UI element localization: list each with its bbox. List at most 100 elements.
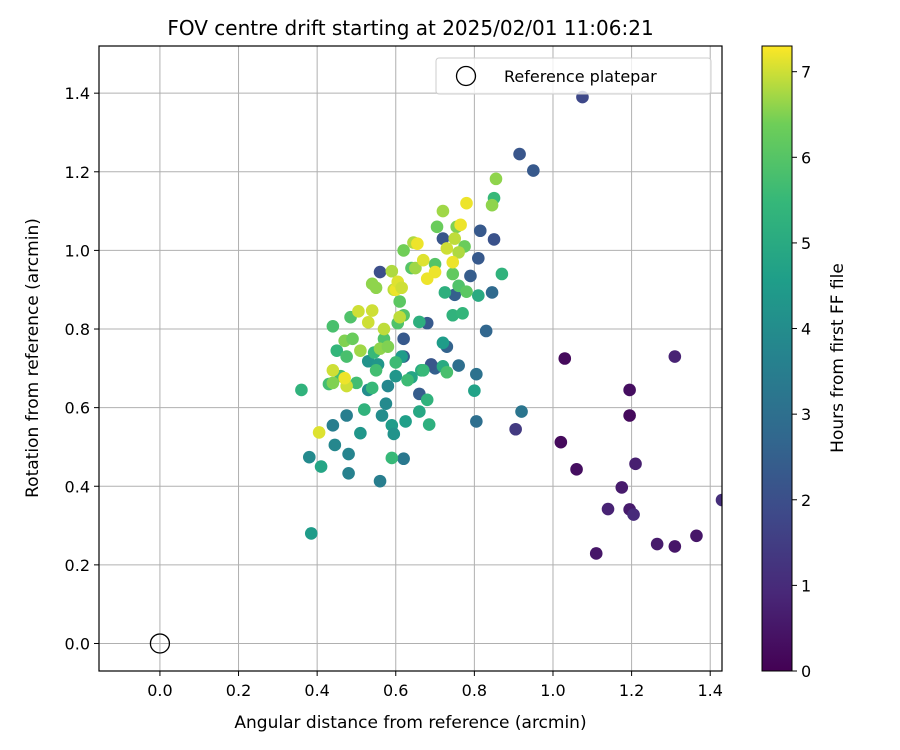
data-point (381, 340, 395, 354)
data-point (295, 383, 308, 397)
data-point (627, 508, 640, 521)
data-point (446, 308, 460, 322)
data-point (358, 403, 371, 416)
data-point (340, 409, 353, 422)
colorbar-label: Hours from first FF file (828, 263, 848, 453)
data-point (326, 363, 340, 377)
data-point (399, 415, 412, 428)
data-point (446, 255, 460, 269)
x-tick-label: 0.2 (226, 681, 251, 700)
scatter-points (295, 90, 722, 560)
legend-marker-icon (455, 65, 477, 87)
data-point (342, 447, 355, 461)
data-point (373, 265, 387, 279)
data-point (460, 196, 473, 210)
data-point (365, 304, 379, 317)
data-point (352, 305, 365, 318)
x-tick-label: 0.6 (383, 681, 408, 700)
data-point (513, 147, 526, 161)
data-point (387, 427, 401, 441)
data-point (473, 224, 487, 238)
data-point (413, 405, 426, 418)
data-point (354, 426, 367, 440)
plot-frame (98, 45, 723, 672)
data-point (715, 493, 722, 507)
x-tick-label: 0.8 (462, 681, 487, 700)
data-point (373, 474, 387, 488)
data-point (365, 381, 379, 395)
data-point (472, 289, 485, 302)
x-tick-label: 1.0 (540, 681, 565, 700)
data-point (350, 376, 363, 390)
data-point (346, 332, 359, 346)
data-point (326, 419, 340, 432)
data-point (420, 393, 434, 407)
colorbar-tick-label: 6 (801, 148, 811, 167)
data-point (361, 316, 375, 329)
colorbar-gradient (761, 45, 793, 672)
y-tick-label: 1.2 (65, 163, 90, 182)
data-point (470, 367, 483, 381)
data-point (375, 409, 389, 422)
data-point (615, 481, 629, 494)
x-axis-ticks: 0.0 0.2 0.4 0.6 0.8 1.0 1.2 1.4 (147, 671, 723, 700)
data-point (302, 450, 316, 464)
data-point (369, 363, 383, 377)
data-point (340, 350, 353, 363)
colorbar-tick-label: 1 (801, 576, 811, 595)
data-point (409, 261, 422, 275)
colorbar: 0 1 2 3 4 5 6 7 Hours from first FF file (761, 45, 848, 681)
data-point (436, 204, 450, 218)
data-point (436, 336, 450, 350)
legend: Reference platepar (435, 57, 712, 95)
data-point (397, 332, 410, 346)
chart-title: FOV centre drift starting at 2025/02/01 … (167, 16, 653, 40)
data-point (440, 365, 454, 379)
data-point (385, 451, 399, 465)
data-point (395, 281, 408, 295)
data-point (527, 164, 540, 177)
data-point (623, 409, 636, 422)
data-point (448, 232, 462, 245)
y-tick-label: 0.2 (65, 556, 90, 575)
data-point (416, 253, 430, 267)
data-point (354, 344, 367, 357)
data-point (416, 363, 430, 377)
data-point (446, 267, 460, 281)
data-point (440, 242, 454, 255)
colorbar-tick-label: 7 (801, 63, 811, 82)
data-point (389, 369, 403, 383)
data-point (489, 172, 503, 186)
reference-marker-group (149, 633, 171, 654)
data-point (326, 319, 340, 333)
data-point (413, 315, 426, 329)
data-point (430, 220, 444, 234)
y-tick-label: 0.8 (65, 320, 90, 339)
data-point (401, 373, 414, 387)
data-point (379, 397, 393, 411)
data-point (468, 384, 481, 398)
data-point (369, 281, 383, 295)
data-point (690, 529, 703, 543)
x-tick-label: 0.4 (304, 681, 329, 700)
colorbar-ticks: 0 1 2 3 4 5 6 7 (792, 63, 811, 681)
data-point (381, 379, 395, 393)
data-point (452, 359, 465, 372)
data-point (472, 251, 485, 265)
data-point (328, 438, 342, 452)
data-point (342, 466, 355, 480)
data-point (452, 246, 465, 259)
y-axis-label: Rotation from reference (arcmin) (23, 218, 43, 498)
data-point (393, 310, 406, 324)
data-point (377, 322, 391, 336)
colorbar-tick-label: 2 (801, 491, 811, 510)
data-point (326, 376, 340, 390)
reference-platepar-marker (149, 633, 171, 654)
data-point (411, 237, 424, 251)
data-point (385, 264, 399, 278)
data-point (422, 418, 436, 431)
data-point (397, 452, 410, 466)
data-point (629, 457, 642, 471)
data-point (304, 527, 318, 540)
